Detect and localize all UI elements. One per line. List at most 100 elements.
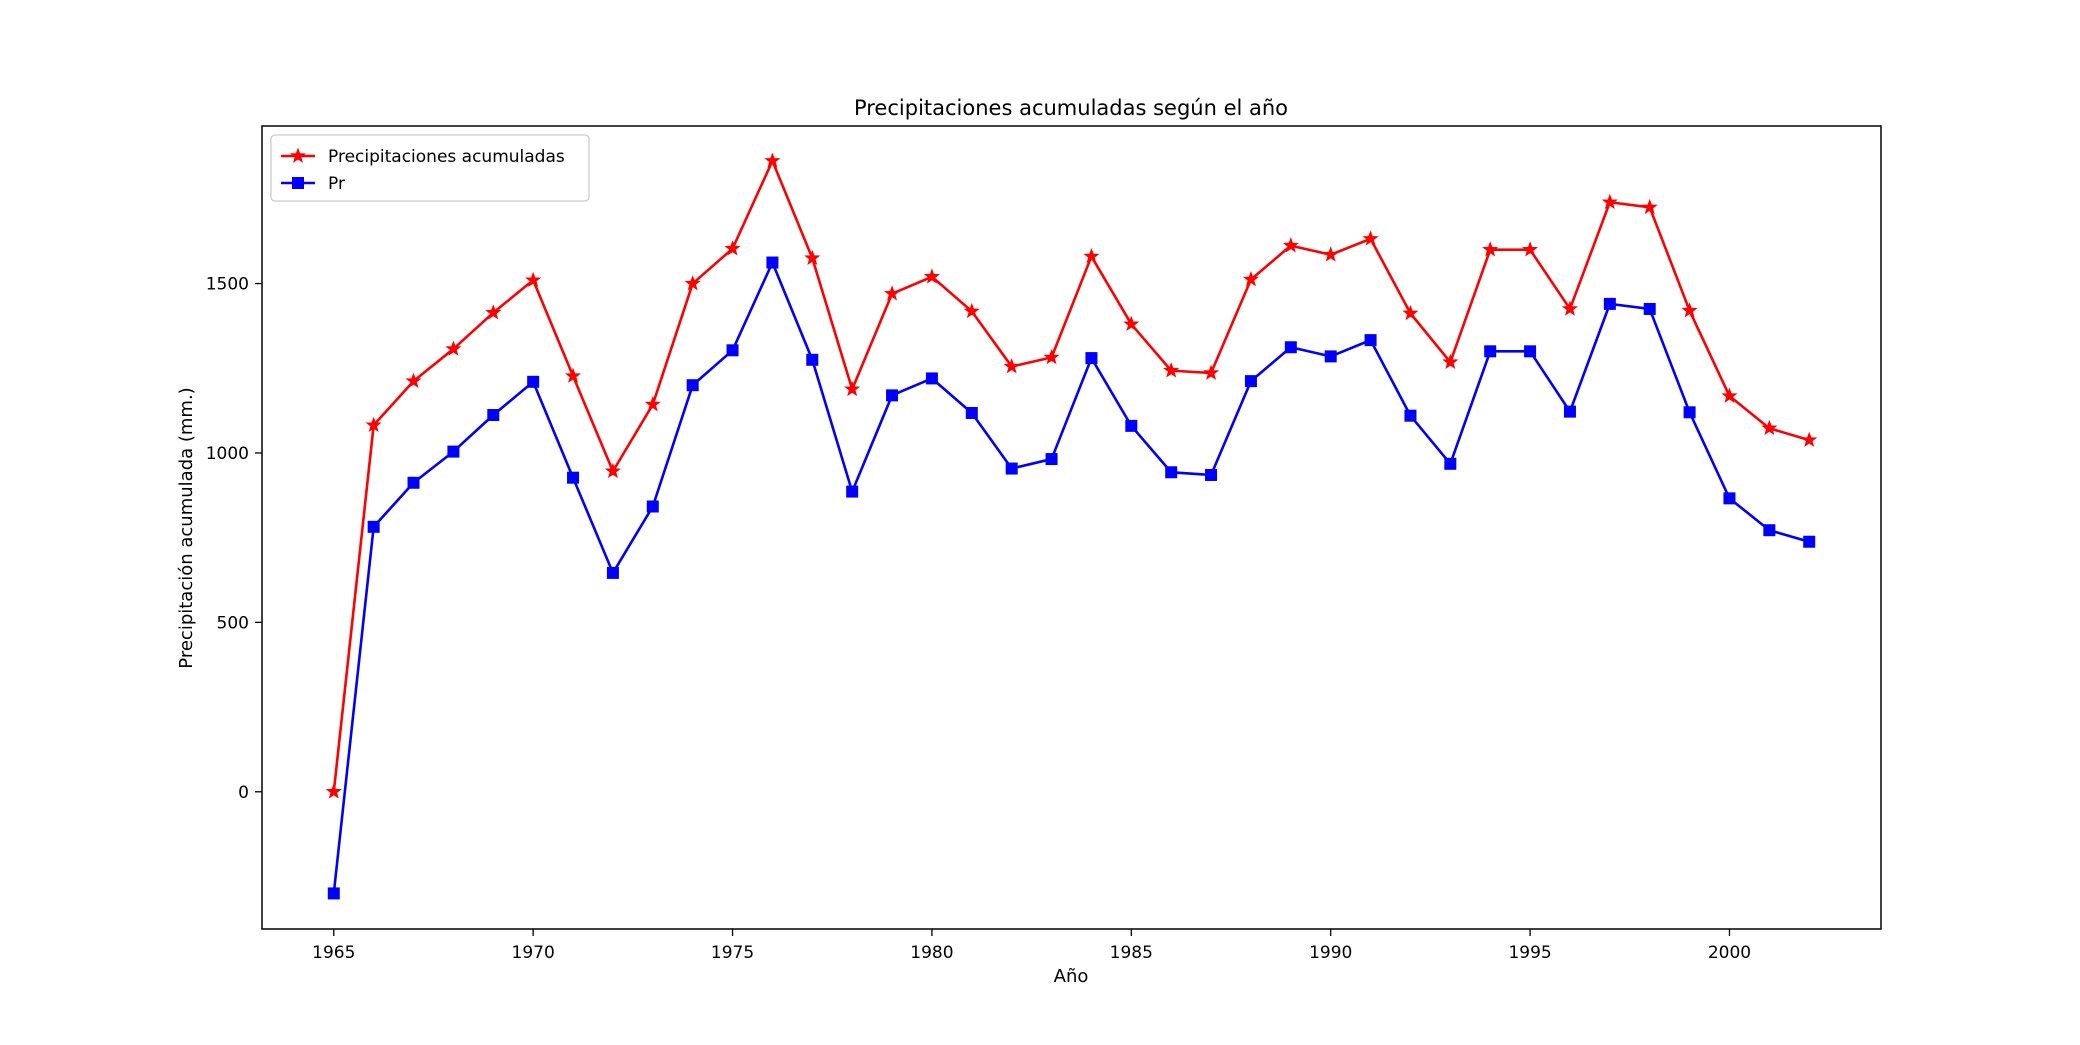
x-tick-label: 1995 (1508, 943, 1551, 963)
data-point-2-1981 (965, 406, 978, 419)
data-point-2-1993 (1444, 457, 1457, 470)
data-point-2-2002 (1803, 535, 1816, 548)
legend: Precipitaciones acumuladas Pr (270, 134, 590, 202)
data-point-2-1991 (1364, 334, 1377, 347)
x-axis-label: Año (1054, 966, 1089, 987)
data-point-2-1984 (1085, 352, 1098, 365)
x-tick-label: 1985 (1110, 943, 1153, 963)
data-point-1-2002 (1801, 431, 1818, 447)
x-tick-label: 1965 (312, 943, 355, 963)
data-point-2-1996 (1563, 405, 1576, 418)
data-point-2-1978 (846, 485, 859, 498)
data-point-1-1985 (1123, 315, 1140, 332)
data-point-2-1976 (766, 256, 779, 269)
data-point-1-1983 (1043, 348, 1060, 365)
data-point-1-1991 (1362, 230, 1379, 246)
x-tick-label: 1970 (512, 943, 555, 963)
data-point-1-1998 (1641, 198, 1658, 215)
data-point-1-1993 (1442, 353, 1459, 369)
legend-marker-1 (289, 147, 307, 163)
legend-marker-2 (292, 177, 304, 189)
plot-frame (261, 125, 1882, 930)
data-point-2-1977 (806, 353, 819, 366)
data-point-1-1987 (1203, 364, 1220, 380)
data-point-1-1968 (445, 340, 462, 356)
data-point-1-1974 (684, 275, 701, 291)
data-point-1-1999 (1681, 302, 1698, 318)
data-point-2-1989 (1284, 341, 1297, 354)
data-point-1-1970 (525, 271, 542, 288)
data-point-1-1992 (1402, 304, 1419, 321)
data-point-2-1986 (1165, 466, 1178, 479)
data-point-1-1990 (1322, 246, 1339, 262)
series-line-1 (332, 159, 1810, 792)
data-point-1-1984 (1083, 247, 1100, 264)
data-point-1-1977 (804, 249, 821, 265)
data-point-1-1988 (1242, 271, 1259, 287)
data-point-1-1976 (764, 152, 781, 168)
x-axis: 1965 1970 1975 1980 1985 1990 1995 2000 (312, 929, 1751, 963)
x-tick-label: 1980 (910, 943, 953, 963)
y-tick-label: 0 (238, 783, 249, 803)
data-point-2-1987 (1205, 468, 1218, 481)
data-point-1-1981 (963, 302, 980, 319)
data-point-1-1966 (365, 416, 382, 433)
data-point-1-1975 (724, 240, 741, 256)
data-point-2-1968 (447, 445, 460, 458)
data-point-1-1971 (564, 367, 582, 383)
data-point-2-1972 (606, 566, 619, 579)
data-point-2-1969 (487, 409, 500, 422)
y-tick-label: 1000 (206, 444, 249, 464)
data-point-1-1969 (485, 304, 502, 320)
data-point-1-2000 (1721, 387, 1738, 403)
data-point-2-1982 (1005, 462, 1018, 475)
data-point-1-1979 (884, 285, 901, 301)
y-axis-label: Precipitación acumulada (mm.) (176, 387, 197, 668)
data-point-2-1999 (1683, 406, 1696, 419)
y-tick-label: 1500 (206, 275, 249, 295)
data-point-1-1995 (1522, 241, 1539, 257)
data-point-2-1971 (567, 471, 580, 484)
legend-box (270, 134, 590, 202)
data-point-2-1975 (726, 344, 739, 357)
chart-title: Precipitaciones acumuladas según el año (854, 96, 1288, 120)
data-point-1-1980 (923, 268, 940, 284)
data-point-1-1996 (1561, 300, 1579, 316)
data-point-2-2001 (1763, 524, 1776, 537)
x-tick-label: 1990 (1309, 943, 1352, 963)
data-point-2-1974 (686, 379, 699, 392)
y-axis: 0 500 1000 1500 (206, 275, 262, 803)
y-tick-label: 500 (217, 613, 249, 633)
data-point-2-1965 (327, 887, 340, 900)
data-point-1-1978 (844, 380, 861, 397)
data-point-1-1967 (405, 372, 422, 388)
series-line-2 (332, 261, 1810, 894)
data-point-2-1998 (1643, 302, 1656, 315)
data-point-2-1992 (1404, 409, 1417, 422)
data-point-1-1997 (1601, 193, 1618, 210)
data-point-2-1994 (1484, 345, 1497, 358)
data-point-2-1997 (1603, 297, 1616, 310)
data-point-2-1970 (527, 375, 540, 388)
legend-label-2: Pr (328, 174, 345, 194)
data-point-2-1973 (646, 500, 659, 513)
data-point-1-1994 (1482, 241, 1499, 257)
legend-label-1: Precipitaciones acumuladas (328, 147, 565, 167)
data-point-2-1988 (1244, 375, 1257, 388)
data-point-2-1983 (1045, 453, 1058, 466)
data-point-2-1990 (1324, 350, 1337, 363)
data-point-1-1965 (325, 783, 342, 799)
data-point-1-1986 (1163, 362, 1180, 378)
data-point-2-2000 (1723, 492, 1736, 505)
data-point-1-2001 (1761, 419, 1778, 436)
data-point-1-1972 (604, 462, 621, 479)
data-point-1-1973 (644, 396, 661, 412)
data-point-2-1980 (925, 372, 938, 385)
data-point-1-1989 (1282, 237, 1299, 253)
data-point-2-1979 (886, 389, 899, 402)
data-point-1-1982 (1003, 358, 1020, 374)
data-point-2-1967 (407, 476, 420, 489)
data-point-2-1995 (1524, 345, 1537, 358)
